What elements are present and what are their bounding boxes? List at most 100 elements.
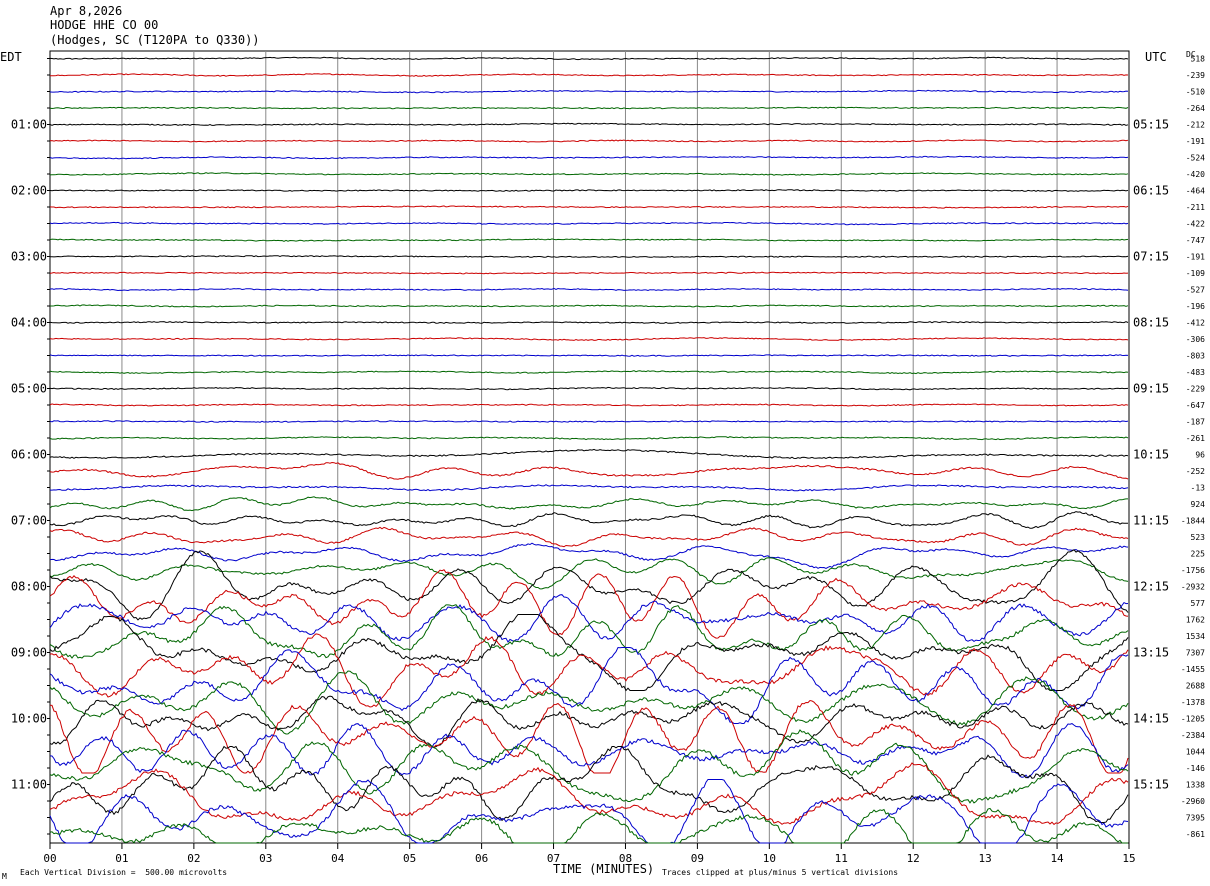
dc-offset-label: 924 [1191, 500, 1206, 509]
left-time-label: 01:00 [11, 118, 47, 132]
seismic-trace [49, 699, 1129, 774]
dc-offset-label: -239 [1186, 71, 1205, 80]
seismic-trace [49, 354, 1129, 357]
seismic-trace [49, 695, 1129, 748]
dc-offset-label: -1205 [1181, 715, 1205, 724]
x-tick-label: 10 [763, 852, 776, 865]
x-tick-label: 04 [331, 852, 345, 865]
x-tick-label: 12 [907, 852, 920, 865]
x-tick-label: 14 [1050, 852, 1064, 865]
dc-offset-label: -1455 [1181, 665, 1205, 674]
seismic-trace [49, 526, 1129, 548]
dc-offset-label: -412 [1186, 319, 1205, 328]
seismic-trace [49, 614, 1129, 692]
chart-station: HODGE HHE CO 00 [50, 18, 159, 32]
left-time-label: 10:00 [11, 712, 47, 726]
seismic-trace [49, 205, 1129, 209]
seismic-trace [49, 646, 1129, 724]
seismic-trace [49, 386, 1129, 391]
dc-offset-label: -524 [1186, 154, 1205, 163]
dc-offset-label: -527 [1186, 286, 1205, 295]
dc-offset-label: -146 [1186, 764, 1205, 773]
dc-offset-label: -2384 [1181, 731, 1205, 740]
left-time-label: 07:00 [11, 514, 47, 528]
seismic-trace [49, 496, 1128, 512]
left-time-label: 04:00 [11, 316, 47, 330]
corner-mark: M [2, 872, 7, 881]
dc-offset-label: 1044 [1186, 748, 1205, 757]
seismic-trace [49, 436, 1129, 441]
seismic-trace [49, 420, 1129, 423]
dc-offset-label: -510 [1186, 88, 1205, 97]
x-tick-label: 02 [187, 852, 200, 865]
x-tick-label: 08 [619, 852, 632, 865]
seismic-trace [49, 461, 1129, 480]
dc-offset-label: -212 [1186, 121, 1205, 130]
dc-offset-label: 225 [1191, 550, 1206, 559]
x-axis-title: TIME (MINUTES) [553, 862, 655, 876]
right-time-label: 09:15 [1133, 382, 1169, 396]
right-time-label: 05:15 [1133, 118, 1169, 132]
x-tick-label: 13 [979, 852, 992, 865]
x-tick-label: 01 [115, 852, 128, 865]
right-time-label: 14:15 [1133, 712, 1169, 726]
dc-offset-label: -2932 [1181, 583, 1205, 592]
seismic-trace [49, 172, 1129, 176]
seismic-trace [49, 670, 1129, 735]
dc-offset-label: -483 [1186, 368, 1205, 377]
dc-offset-label: -191 [1186, 253, 1205, 262]
seismic-trace [49, 542, 1129, 569]
dc-offset-label: 7307 [1186, 649, 1205, 658]
dc-offset-label: 523 [1191, 533, 1206, 542]
dc-offset-label: 1534 [1186, 632, 1205, 641]
dc-offset-label: -747 [1186, 236, 1205, 245]
clip-note: Traces clipped at plus/minus 5 vertical … [662, 868, 899, 877]
seismic-trace [50, 484, 1129, 492]
seismic-trace [49, 106, 1129, 110]
seismic-trace [49, 549, 1129, 621]
seismic-trace [49, 403, 1129, 407]
dc-offset-label: -261 [1186, 434, 1205, 443]
x-tick-label: 00 [43, 852, 56, 865]
left-time-label: 09:00 [11, 646, 47, 660]
seismic-trace [49, 807, 1128, 844]
dc-offset-label: -196 [1186, 302, 1205, 311]
right-time-label: 08:15 [1133, 316, 1169, 330]
seismic-trace [49, 511, 1128, 529]
seismic-trace [49, 604, 1129, 659]
seismic-trace [49, 448, 1129, 460]
seismic-trace [50, 255, 1129, 258]
seismic-trace [50, 304, 1129, 308]
right-zone-label: UTC [1145, 50, 1167, 64]
left-time-label: 06:00 [11, 448, 47, 462]
seismic-trace [49, 594, 1129, 643]
dc-offset-label: 1338 [1186, 781, 1205, 790]
seismic-trace [50, 73, 1129, 77]
seismic-trace [49, 139, 1129, 143]
seismic-trace [49, 729, 1129, 804]
right-time-label: 11:15 [1133, 514, 1169, 528]
seismic-trace [49, 569, 1129, 639]
dc-offset-label: -109 [1186, 269, 1205, 278]
dc-offset-label: 577 [1191, 599, 1206, 608]
right-time-label: 10:15 [1133, 448, 1169, 462]
seismic-trace [49, 155, 1129, 160]
dc-offset-label: -420 [1186, 170, 1205, 179]
dc-offset-label: -1378 [1181, 698, 1205, 707]
dc-offset-label: -191 [1186, 137, 1205, 146]
left-zone-label: EDT [0, 50, 22, 64]
dc-offset-label: -187 [1186, 418, 1205, 427]
dc-offset-label: 518 [1191, 55, 1206, 64]
right-time-label: 13:15 [1133, 646, 1169, 660]
dc-header: DC [1186, 50, 1196, 59]
left-time-label: 02:00 [11, 184, 47, 198]
x-tick-label: 03 [259, 852, 272, 865]
seismic-trace [49, 321, 1129, 324]
seismic-trace [49, 557, 1129, 590]
seismic-trace [49, 723, 1129, 779]
dc-offset-label: 7395 [1186, 814, 1205, 823]
x-tick-label: 11 [835, 852, 848, 865]
x-tick-label: 09 [691, 852, 704, 865]
dc-offset-label: -803 [1186, 352, 1205, 361]
